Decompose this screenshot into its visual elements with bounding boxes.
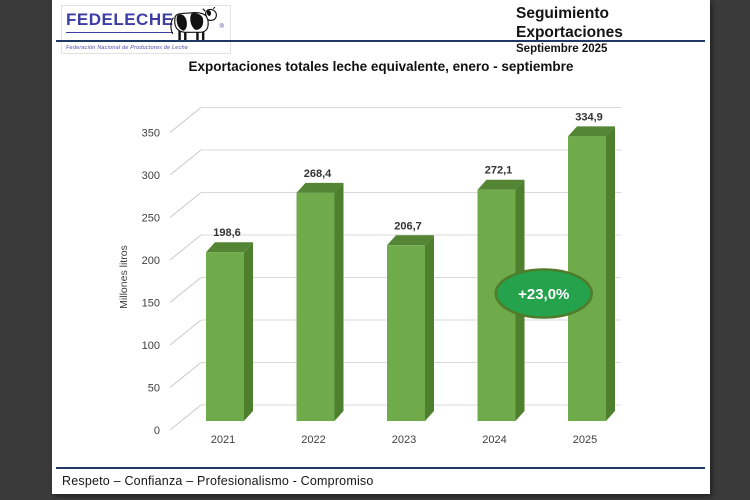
category-label-2024: 2024 — [482, 434, 506, 446]
bar-top-2021 — [206, 242, 253, 253]
slide: FEDELECHE ® Federación Nacional — [52, 0, 710, 494]
gridline-tick — [169, 362, 202, 388]
value-label-2022: 268,4 — [304, 168, 332, 180]
value-label-2021: 198,6 — [213, 227, 241, 239]
y-tick-label: 250 — [142, 213, 160, 225]
deck-header: Seguimiento Exportaciones Septiembre 202… — [516, 4, 710, 57]
y-axis-title: Millones litros — [118, 245, 130, 309]
gridline-tick — [169, 149, 202, 176]
bar-top-2023 — [387, 235, 434, 246]
y-tick-label: 150 — [142, 298, 160, 310]
y-tick-label: 350 — [142, 128, 160, 140]
deck-title: Seguimiento Exportaciones — [516, 5, 623, 41]
chart-title: Exportaciones totales leche equivalente,… — [188, 59, 574, 74]
footer-motto: Respeto – Confianza – Profesionalismo - … — [62, 474, 374, 488]
growth-annotation-label: +23,0% — [518, 286, 569, 303]
bar-chart: 0 50 100 150 200 250 300 350 Millones litros 198,… — [118, 107, 621, 446]
fedeleche-logo: FEDELECHE ® Federación Nacional — [61, 5, 231, 54]
gridline-tick — [169, 404, 202, 431]
registered-mark: ® — [219, 24, 224, 30]
category-label-2021: 2021 — [211, 434, 235, 446]
footer-rule — [56, 467, 705, 469]
y-tick-label: 50 — [148, 383, 160, 395]
bar-top-2025 — [568, 126, 615, 137]
gridline-tick — [169, 319, 202, 346]
value-label-2025: 334,9 — [575, 111, 603, 123]
y-tick-label: 200 — [142, 255, 160, 267]
y-tick-label: 300 — [142, 170, 160, 182]
cow-icon — [170, 7, 218, 41]
logo-tagline: Federación Nacional de Productores de Le… — [66, 45, 189, 51]
deck-subtitle: Septiembre 2025 — [516, 43, 608, 55]
growth-annotation-ellipse — [494, 268, 593, 319]
category-label-2023: 2023 — [392, 434, 416, 446]
bar-2021 — [206, 252, 244, 421]
bar-2022 — [296, 192, 335, 421]
bar-side-2022 — [334, 182, 344, 421]
gridline-tick — [169, 107, 202, 133]
gridline-tick — [169, 234, 202, 261]
bar-side-2021 — [244, 242, 253, 421]
bar-top-2022 — [296, 182, 344, 193]
bar-2023 — [387, 245, 425, 421]
category-label-2025: 2025 — [573, 434, 597, 446]
header-rule — [56, 40, 705, 42]
bar-side-2025 — [606, 126, 615, 422]
value-label-2024: 272,1 — [485, 165, 513, 177]
bar-top-2024 — [477, 179, 525, 190]
logo-wordmark: FEDELECHE — [66, 8, 174, 33]
gridline-tick — [169, 277, 202, 303]
category-label-2022: 2022 — [301, 434, 325, 446]
bar-side-2023 — [425, 235, 434, 421]
value-label-2023: 206,7 — [394, 220, 422, 232]
gridline-tick — [169, 192, 202, 218]
y-tick-label: 0 — [154, 425, 160, 437]
y-tick-label: 100 — [142, 340, 160, 352]
